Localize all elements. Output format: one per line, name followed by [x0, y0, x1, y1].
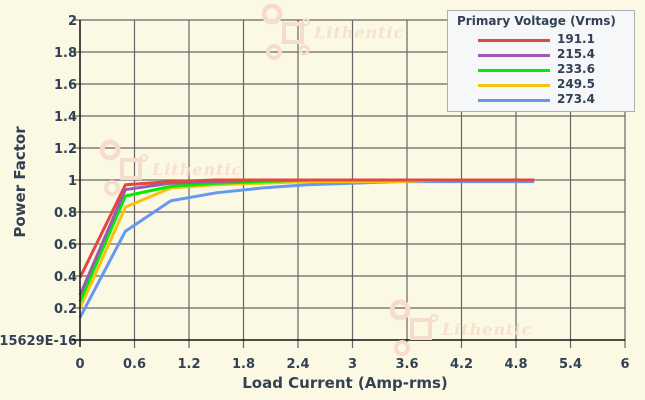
series-line-273.4 — [78, 180, 535, 319]
x-tick-label: 5.4 — [559, 357, 582, 372]
watermark-logo-icon — [389, 298, 440, 362]
legend-swatch — [478, 39, 550, 42]
legend: Primary Voltage (Vrms) 191.1 215.4 233.6… — [447, 10, 635, 112]
x-tick-label: 3 — [348, 357, 357, 372]
watermark-logo-icon — [261, 2, 312, 66]
y-tick-label: 2 — [68, 14, 77, 29]
watermark-text: Lithentic — [314, 23, 405, 42]
x-tick-label: 0.6 — [123, 357, 146, 372]
y-tick-label: 0.6 — [54, 238, 77, 253]
legend-label: 233.6 — [557, 62, 595, 76]
y-tick-label: 1.8 — [54, 46, 77, 61]
legend-label: 273.4 — [557, 92, 595, 106]
legend-swatch — [478, 84, 550, 87]
x-axis-ticks: 0 0.6 1.2 1.8 2.4 3 3.6 4.2 4.8 5.4 6 — [75, 357, 629, 372]
data-series — [78, 178, 535, 319]
y-tick-label: 0.4 — [54, 270, 77, 285]
legend-swatch — [478, 99, 550, 102]
x-tick-label: 1.8 — [232, 357, 255, 372]
y-tick-label: 1.2 — [54, 142, 77, 157]
x-tick-label: 4.2 — [450, 357, 473, 372]
legend-swatch — [478, 54, 550, 57]
legend-item: 233.6 — [478, 62, 628, 78]
y-tick-label: 0.8 — [54, 206, 77, 221]
x-axis-title: Load Current (Amp-rms) — [242, 374, 448, 392]
legend-swatch — [478, 69, 550, 72]
watermark-text: Lithentic — [152, 160, 243, 179]
watermark-text: Lithentic — [442, 320, 533, 339]
series-line-191.1 — [78, 178, 535, 279]
x-tick-label: 1.2 — [177, 357, 200, 372]
legend-item: 215.4 — [478, 47, 628, 63]
legend-title: Primary Voltage (Vrms) — [457, 14, 616, 28]
legend-label: 215.4 — [557, 47, 595, 61]
y-tick-label: 1.4 — [54, 110, 77, 125]
legend-item: 191.1 — [478, 32, 628, 48]
x-tick-label: 2.4 — [286, 357, 309, 372]
y-axis-title: Power Factor — [11, 126, 29, 238]
y-tick-label: 1 — [68, 174, 77, 189]
legend-label: 191.1 — [557, 32, 595, 46]
x-tick-label: 6 — [620, 357, 629, 372]
x-tick-label: 4.8 — [504, 357, 527, 372]
y-tick-label: 0.2 — [54, 302, 77, 317]
watermark-logo-icon — [99, 138, 150, 202]
y-axis-ticks: 15629E-16 0.2 0.4 0.6 0.8 1 1.2 1.4 1.6 1.8 2 — [0, 14, 77, 349]
legend-label: 249.5 — [557, 77, 595, 91]
x-tick-label: 3.6 — [395, 357, 418, 372]
legend-item: 249.5 — [478, 77, 628, 93]
x-tick-label: 0 — [75, 357, 84, 372]
legend-item: 273.4 — [478, 92, 628, 108]
y-tick-label: 1.6 — [54, 78, 77, 93]
y-tick-label: 15629E-16 — [0, 334, 77, 349]
